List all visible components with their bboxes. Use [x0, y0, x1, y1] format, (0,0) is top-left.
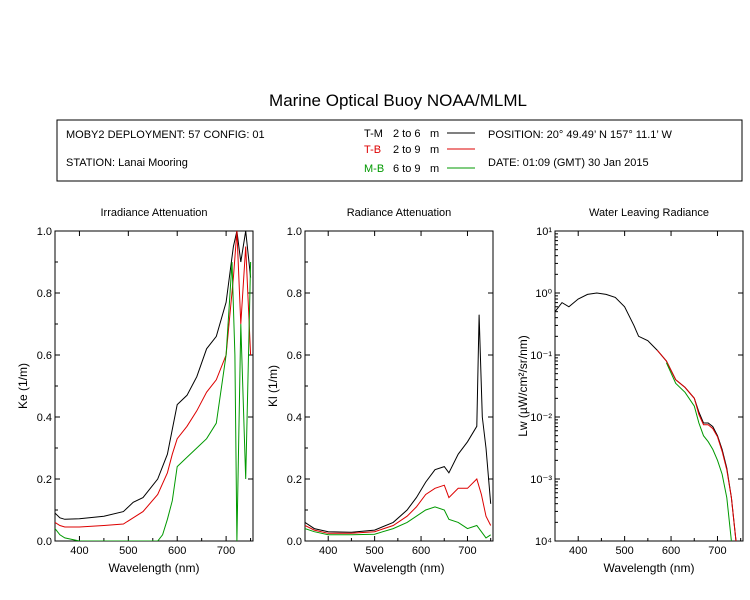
y-tick-label: 0.8: [287, 288, 302, 300]
legend-entry-t-m: T-M 2 to 6 m: [364, 128, 475, 140]
x-tick-label: 700: [217, 545, 235, 557]
y-axis-label: Lw (µW/cm²/sr/nm): [516, 335, 530, 437]
series-line-t-b: [55, 231, 252, 528]
x-axis-label: Wavelength (nm): [604, 561, 695, 575]
figure-title: Marine Optical Buoy NOAA/MLML: [269, 91, 527, 110]
y-tick-label: 0.8: [37, 288, 52, 300]
y-tick-label: 10⁻²: [530, 412, 552, 424]
y-tick-label: 0.4: [37, 412, 52, 424]
legend-unit: m: [430, 144, 439, 156]
panel-radiance-attenuation: Radiance Attenuation 400 500 600 700 0.0 0.2 0.…: [266, 207, 494, 575]
y-axis-label: Kl (1/m): [266, 365, 280, 407]
plot-frame: [54, 230, 254, 542]
legend-unit: m: [430, 163, 439, 175]
x-tick-label: 600: [662, 545, 680, 557]
legend-code: T-B: [364, 144, 381, 156]
panel-irradiance-attenuation: Irradiance Attenuation 400 500 600 700 0.0 0.2…: [16, 207, 254, 575]
panel-water-leaving-radiance: Water Leaving Radiance 400 500 600 700 10⁴ 10⁻…: [516, 207, 744, 575]
legend-code: M-B: [364, 163, 384, 175]
legend-range: 2 to 9: [393, 144, 421, 156]
x-tick-label: 500: [365, 545, 383, 557]
series-line-t-m: [555, 292, 737, 541]
info-box: MOBY2 DEPLOYMENT: 57 CONFIG: 01 STATION:…: [56, 119, 743, 182]
x-tick-label: 600: [168, 545, 186, 557]
y-tick-label: 0.2: [37, 474, 52, 486]
x-axis-label: Wavelength (nm): [109, 561, 200, 575]
series-line-t-b: [305, 478, 492, 534]
series-line-m-b: [55, 261, 252, 541]
y-tick-label: 1.0: [37, 226, 52, 238]
y-tick-label: 10¹: [536, 226, 552, 238]
panel-title: Irradiance Attenuation: [100, 207, 207, 219]
station-text: STATION: Lanai Mooring: [66, 157, 188, 169]
series-line-t-m: [305, 314, 492, 533]
series-line-m-b: [305, 506, 491, 539]
panel-title: Water Leaving Radiance: [589, 207, 709, 219]
series-line-t-m: [55, 231, 252, 520]
y-axis-label: Ke (1/m): [16, 363, 30, 409]
y-tick-label: 0.2: [287, 474, 302, 486]
x-tick-label: 600: [412, 545, 430, 557]
legend-unit: m: [430, 128, 439, 140]
deployment-text: MOBY2 DEPLOYMENT: 57 CONFIG: 01: [66, 129, 265, 141]
x-tick-label: 700: [708, 545, 726, 557]
y-tick-label: 10⁻³: [530, 474, 552, 486]
x-tick-label: 500: [615, 545, 633, 557]
legend-code: T-M: [364, 128, 383, 140]
y-tick-label: 0.0: [37, 536, 52, 548]
legend-range: 6 to 9: [393, 163, 421, 175]
y-tick-label: 10⁰: [535, 288, 552, 300]
y-tick-label: 0.6: [37, 350, 52, 362]
series-line-t-b: [656, 349, 737, 541]
x-axis-label: Wavelength (nm): [354, 561, 445, 575]
plot-frame: [304, 230, 494, 542]
x-tick-label: 700: [458, 545, 476, 557]
y-tick-label: 0.4: [287, 412, 302, 424]
panel-title: Radiance Attenuation: [347, 207, 452, 219]
y-tick-label: 10⁴: [535, 536, 552, 548]
legend: T-M 2 to 6 m T-B 2 to 9 m M-B 6 to 9 m: [364, 128, 475, 175]
x-tick-label: 500: [119, 545, 137, 557]
y-tick-label: 10⁻¹: [530, 350, 552, 362]
y-tick-label: 1.0: [287, 226, 302, 238]
y-tick-label: 0.6: [287, 350, 302, 362]
date-text: DATE: 01:09 (GMT) 30 Jan 2015: [488, 157, 649, 169]
legend-entry-m-b: M-B 6 to 9 m: [364, 163, 475, 175]
plot-frame: [554, 230, 744, 542]
legend-range: 2 to 6: [393, 128, 421, 140]
x-tick-label: 400: [319, 545, 337, 557]
x-tick-label: 400: [569, 545, 587, 557]
y-tick-label: 0.0: [287, 536, 302, 548]
series-line-m-b: [665, 362, 732, 541]
legend-entry-t-b: T-B 2 to 9 m: [364, 144, 475, 156]
position-text: POSITION: 20° 49.49’ N 157° 11.1’ W: [488, 129, 672, 141]
x-tick-label: 400: [70, 545, 88, 557]
